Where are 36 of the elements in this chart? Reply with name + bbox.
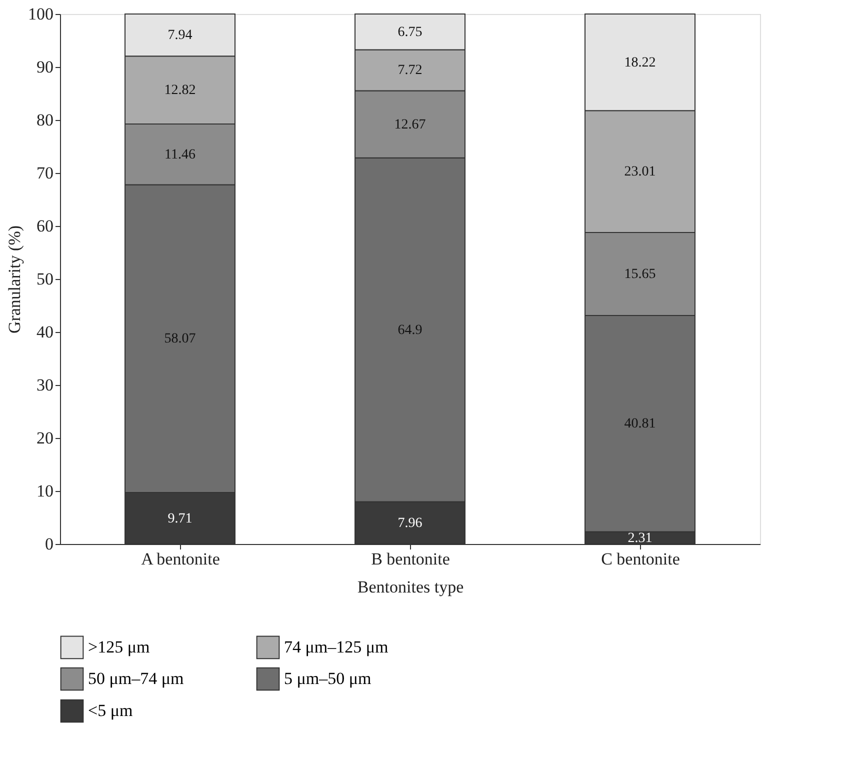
data-label: 2.31 <box>628 530 652 546</box>
data-label: 9.71 <box>168 511 192 526</box>
data-label: 18.22 <box>624 55 656 70</box>
y-tick-label: 50 <box>36 270 54 288</box>
x-tick-label: B bentonite <box>371 550 450 568</box>
legend-label: 5 μm–50 μm <box>284 669 372 688</box>
data-label: 64.9 <box>398 322 422 338</box>
y-tick-label: 100 <box>28 4 54 24</box>
x-tick-label: C bentonite <box>601 550 680 568</box>
data-label: 6.75 <box>398 24 422 40</box>
data-label: 58.07 <box>164 332 196 347</box>
data-label: 23.01 <box>624 164 656 180</box>
legend-label: <5 μm <box>88 701 133 720</box>
data-label: 12.67 <box>394 117 426 132</box>
y-tick-label: 60 <box>36 216 54 236</box>
data-label: 7.96 <box>398 516 422 531</box>
y-tick-label: 10 <box>36 482 54 500</box>
x-tick-label: A bentonite <box>141 550 220 568</box>
y-tick-label: 30 <box>36 376 54 394</box>
data-label: 40.81 <box>624 416 656 432</box>
y-tick-label: 20 <box>36 428 54 448</box>
y-tick-label: 40 <box>36 322 54 342</box>
legend-label: >125 μm <box>88 637 150 656</box>
legend-label: 74 μm–125 μm <box>284 637 388 656</box>
data-label: 15.65 <box>624 266 656 282</box>
legend-label: 50 μm–74 μm <box>88 669 184 688</box>
data-label: 7.94 <box>168 28 192 44</box>
y-tick-label: 70 <box>36 164 54 182</box>
y-tick-label: 0 <box>45 534 54 554</box>
y-tick-label: 90 <box>36 58 54 76</box>
data-label: 11.46 <box>164 147 196 162</box>
data-label: 12.82 <box>164 83 196 98</box>
y-tick-label: 80 <box>36 110 54 130</box>
data-label: 7.72 <box>398 63 422 78</box>
y-axis-title: Granularity (%) <box>5 225 24 334</box>
x-axis-title: Bentonites type <box>357 578 464 596</box>
